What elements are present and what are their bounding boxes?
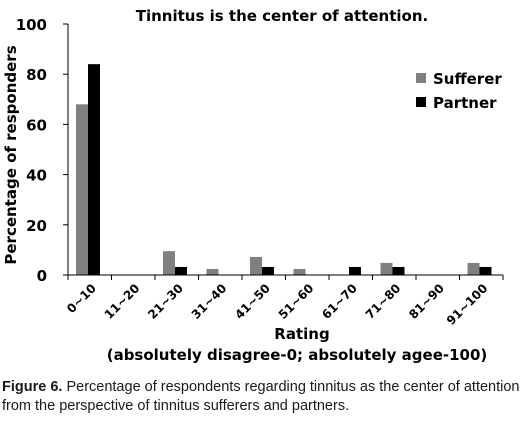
x-tick-label: 91~100 (444, 281, 491, 328)
y-tick-label: 60 (26, 116, 47, 134)
legend: Sufferer Partner (416, 70, 502, 112)
caption-text: Percentage of respondents regarding tinn… (2, 379, 520, 414)
bar-partner (88, 64, 100, 275)
x-tick-label: 11~20 (102, 281, 143, 322)
chart: Tinnitus is the center of attention. Per… (2, 7, 504, 364)
legend-swatch (416, 97, 426, 107)
legend-swatch (416, 73, 426, 83)
x-tick-label: 21~30 (145, 281, 186, 322)
x-tick-label: 0~10 (64, 281, 99, 316)
bar-sufferer (76, 104, 88, 275)
y-tick-label: 80 (26, 66, 47, 84)
bar-partner (392, 266, 405, 275)
bar-partner (349, 266, 361, 275)
y-tick-label: 0 (37, 267, 47, 285)
x-tick-label: 41~50 (232, 281, 273, 322)
y-tick-label: 100 (16, 16, 47, 34)
x-tick-label: 81~90 (406, 281, 447, 322)
figure-label: Figure 6. (2, 379, 63, 395)
bar-partner (479, 266, 492, 275)
x-tick-label: 31~40 (189, 281, 230, 322)
legend-label: Sufferer (433, 70, 502, 88)
x-tick-label: 61~70 (319, 281, 360, 322)
y-axis-label: Percentage of responders (2, 45, 20, 264)
y-tick-label: 40 (26, 167, 47, 185)
bar-sufferer (467, 262, 480, 275)
x-tick-label: 51~60 (276, 281, 317, 322)
bar-partner (175, 266, 187, 275)
legend-label: Partner (433, 94, 497, 112)
x-axis-label: Rating (274, 325, 329, 343)
bar-sufferer (293, 268, 306, 275)
figure-caption: Figure 6. Percentage of respondents rega… (2, 378, 520, 416)
bar-sufferer (380, 262, 393, 275)
chart-title: Tinnitus is the center of attention. (136, 7, 428, 25)
bar-sufferer (163, 251, 175, 275)
x-tick-label: 71~80 (363, 281, 404, 322)
bar-sufferer (206, 268, 219, 275)
bar-sufferer (250, 256, 262, 275)
y-tick-label: 20 (26, 217, 47, 235)
bar-partner (262, 266, 274, 275)
x-axis-note: (absolutely disagree-0; absolutely agee-… (107, 346, 488, 364)
